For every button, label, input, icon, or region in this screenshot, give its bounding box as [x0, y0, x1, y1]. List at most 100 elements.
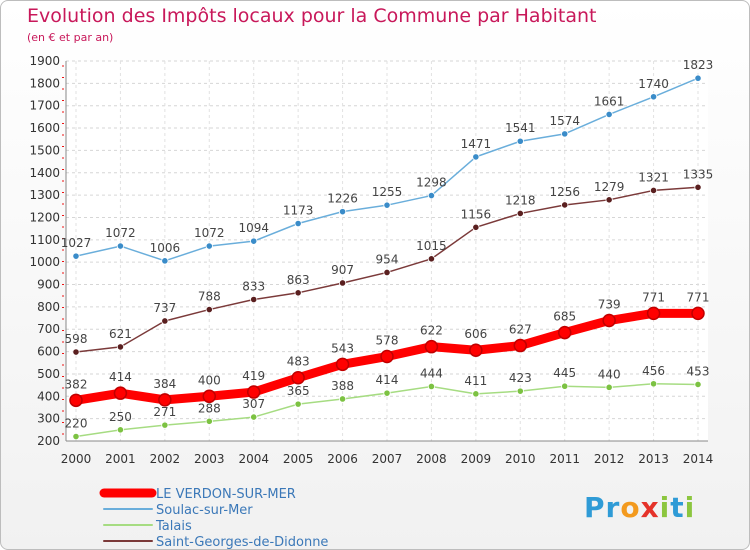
- data-point: [424, 339, 439, 354]
- y-tick-label: 800: [37, 300, 60, 314]
- data-point: [694, 380, 702, 389]
- data-label: 622: [420, 324, 443, 338]
- y-tick-label: 1300: [29, 188, 60, 202]
- data-label: 1661: [594, 94, 625, 108]
- legend-label: Soulac-sur-Mer: [156, 503, 253, 518]
- data-point: [472, 153, 480, 161]
- x-tick-label: 2008: [416, 452, 447, 466]
- data-label: 1298: [416, 176, 447, 190]
- data-label: 1740: [638, 77, 669, 91]
- data-label: 598: [65, 332, 88, 346]
- data-point: [250, 295, 258, 304]
- data-point: [116, 426, 125, 434]
- data-label: 739: [598, 298, 621, 312]
- data-point: [605, 110, 613, 119]
- data-label: 578: [376, 334, 399, 348]
- data-point: [205, 242, 213, 250]
- x-tick-label: 2012: [594, 452, 625, 466]
- data-label: 483: [287, 355, 310, 369]
- y-tick-label: 700: [37, 322, 60, 336]
- x-tick-label: 2000: [61, 452, 92, 466]
- data-label: 1094: [238, 221, 269, 235]
- data-point: [513, 338, 528, 353]
- data-label: 954: [376, 252, 399, 266]
- data-label: 414: [376, 373, 399, 387]
- data-label: 440: [598, 367, 621, 381]
- data-label: 771: [642, 290, 665, 304]
- x-tick-label: 2006: [327, 452, 358, 466]
- y-tick-label: 1600: [29, 121, 60, 135]
- y-tick-label: 1800: [29, 76, 60, 90]
- data-point: [338, 279, 347, 287]
- data-label: 833: [242, 280, 265, 294]
- data-point: [694, 183, 702, 191]
- data-label: 1256: [549, 185, 580, 199]
- data-point: [380, 349, 394, 364]
- data-label: 382: [65, 377, 88, 391]
- data-label: 384: [153, 377, 176, 391]
- data-point: [294, 219, 302, 228]
- y-tick-label: 1200: [29, 210, 60, 224]
- data-label: 1823: [683, 58, 714, 72]
- data-label: 419: [242, 369, 265, 383]
- data-point: [605, 383, 613, 391]
- data-label: 863: [287, 273, 310, 287]
- y-tick-label: 400: [37, 389, 60, 403]
- data-point: [338, 208, 347, 216]
- data-point: [72, 432, 80, 441]
- x-tick-label: 2003: [194, 452, 225, 466]
- data-label: 685: [553, 310, 576, 324]
- data-label: 1541: [505, 121, 536, 135]
- data-point: [427, 382, 436, 391]
- data-point: [646, 306, 661, 321]
- data-point: [161, 257, 169, 265]
- data-point: [649, 380, 658, 388]
- data-point: [557, 325, 572, 340]
- y-tick-label: 200: [37, 434, 60, 448]
- data-label: 400: [198, 373, 221, 387]
- data-point: [246, 385, 261, 399]
- data-label: 621: [109, 327, 132, 341]
- x-tick-label: 2002: [150, 452, 181, 466]
- data-point: [383, 201, 391, 209]
- data-point: [427, 191, 436, 200]
- data-label: 1321: [638, 170, 669, 184]
- data-point: [605, 196, 613, 204]
- data-point: [516, 387, 524, 395]
- data-label: 627: [509, 323, 532, 337]
- data-label: 365: [287, 384, 310, 398]
- data-label: 1279: [594, 180, 625, 194]
- data-point: [158, 393, 172, 407]
- data-point: [72, 348, 80, 356]
- data-label: 271: [153, 405, 176, 419]
- y-tick-label: 600: [37, 345, 60, 359]
- x-tick-label: 2005: [283, 452, 314, 466]
- data-point: [427, 255, 436, 263]
- data-label: 414: [109, 370, 132, 384]
- data-point: [116, 242, 125, 250]
- data-label: 288: [198, 401, 221, 415]
- data-label: 1072: [194, 226, 225, 240]
- data-point: [291, 370, 305, 385]
- data-point: [649, 93, 658, 101]
- data-label: 737: [153, 301, 176, 315]
- data-label: 411: [464, 374, 487, 388]
- data-label: 250: [109, 410, 132, 424]
- x-tick-label: 2001: [105, 452, 136, 466]
- data-label: 1255: [372, 185, 403, 199]
- data-label: 606: [464, 327, 487, 341]
- data-point: [469, 343, 483, 357]
- x-tick-label: 2010: [505, 452, 536, 466]
- y-tick-label: 300: [37, 412, 60, 426]
- x-tick-label: 2014: [683, 452, 714, 466]
- data-point: [691, 306, 705, 321]
- legend-label: Talais: [155, 519, 192, 534]
- data-label: 1218: [505, 193, 536, 207]
- x-tick-label: 2007: [372, 452, 403, 466]
- x-tick-label: 2004: [238, 452, 269, 466]
- data-label: 1335: [683, 167, 714, 181]
- data-point: [161, 317, 169, 325]
- data-label: 423: [509, 371, 532, 385]
- data-point: [561, 201, 569, 209]
